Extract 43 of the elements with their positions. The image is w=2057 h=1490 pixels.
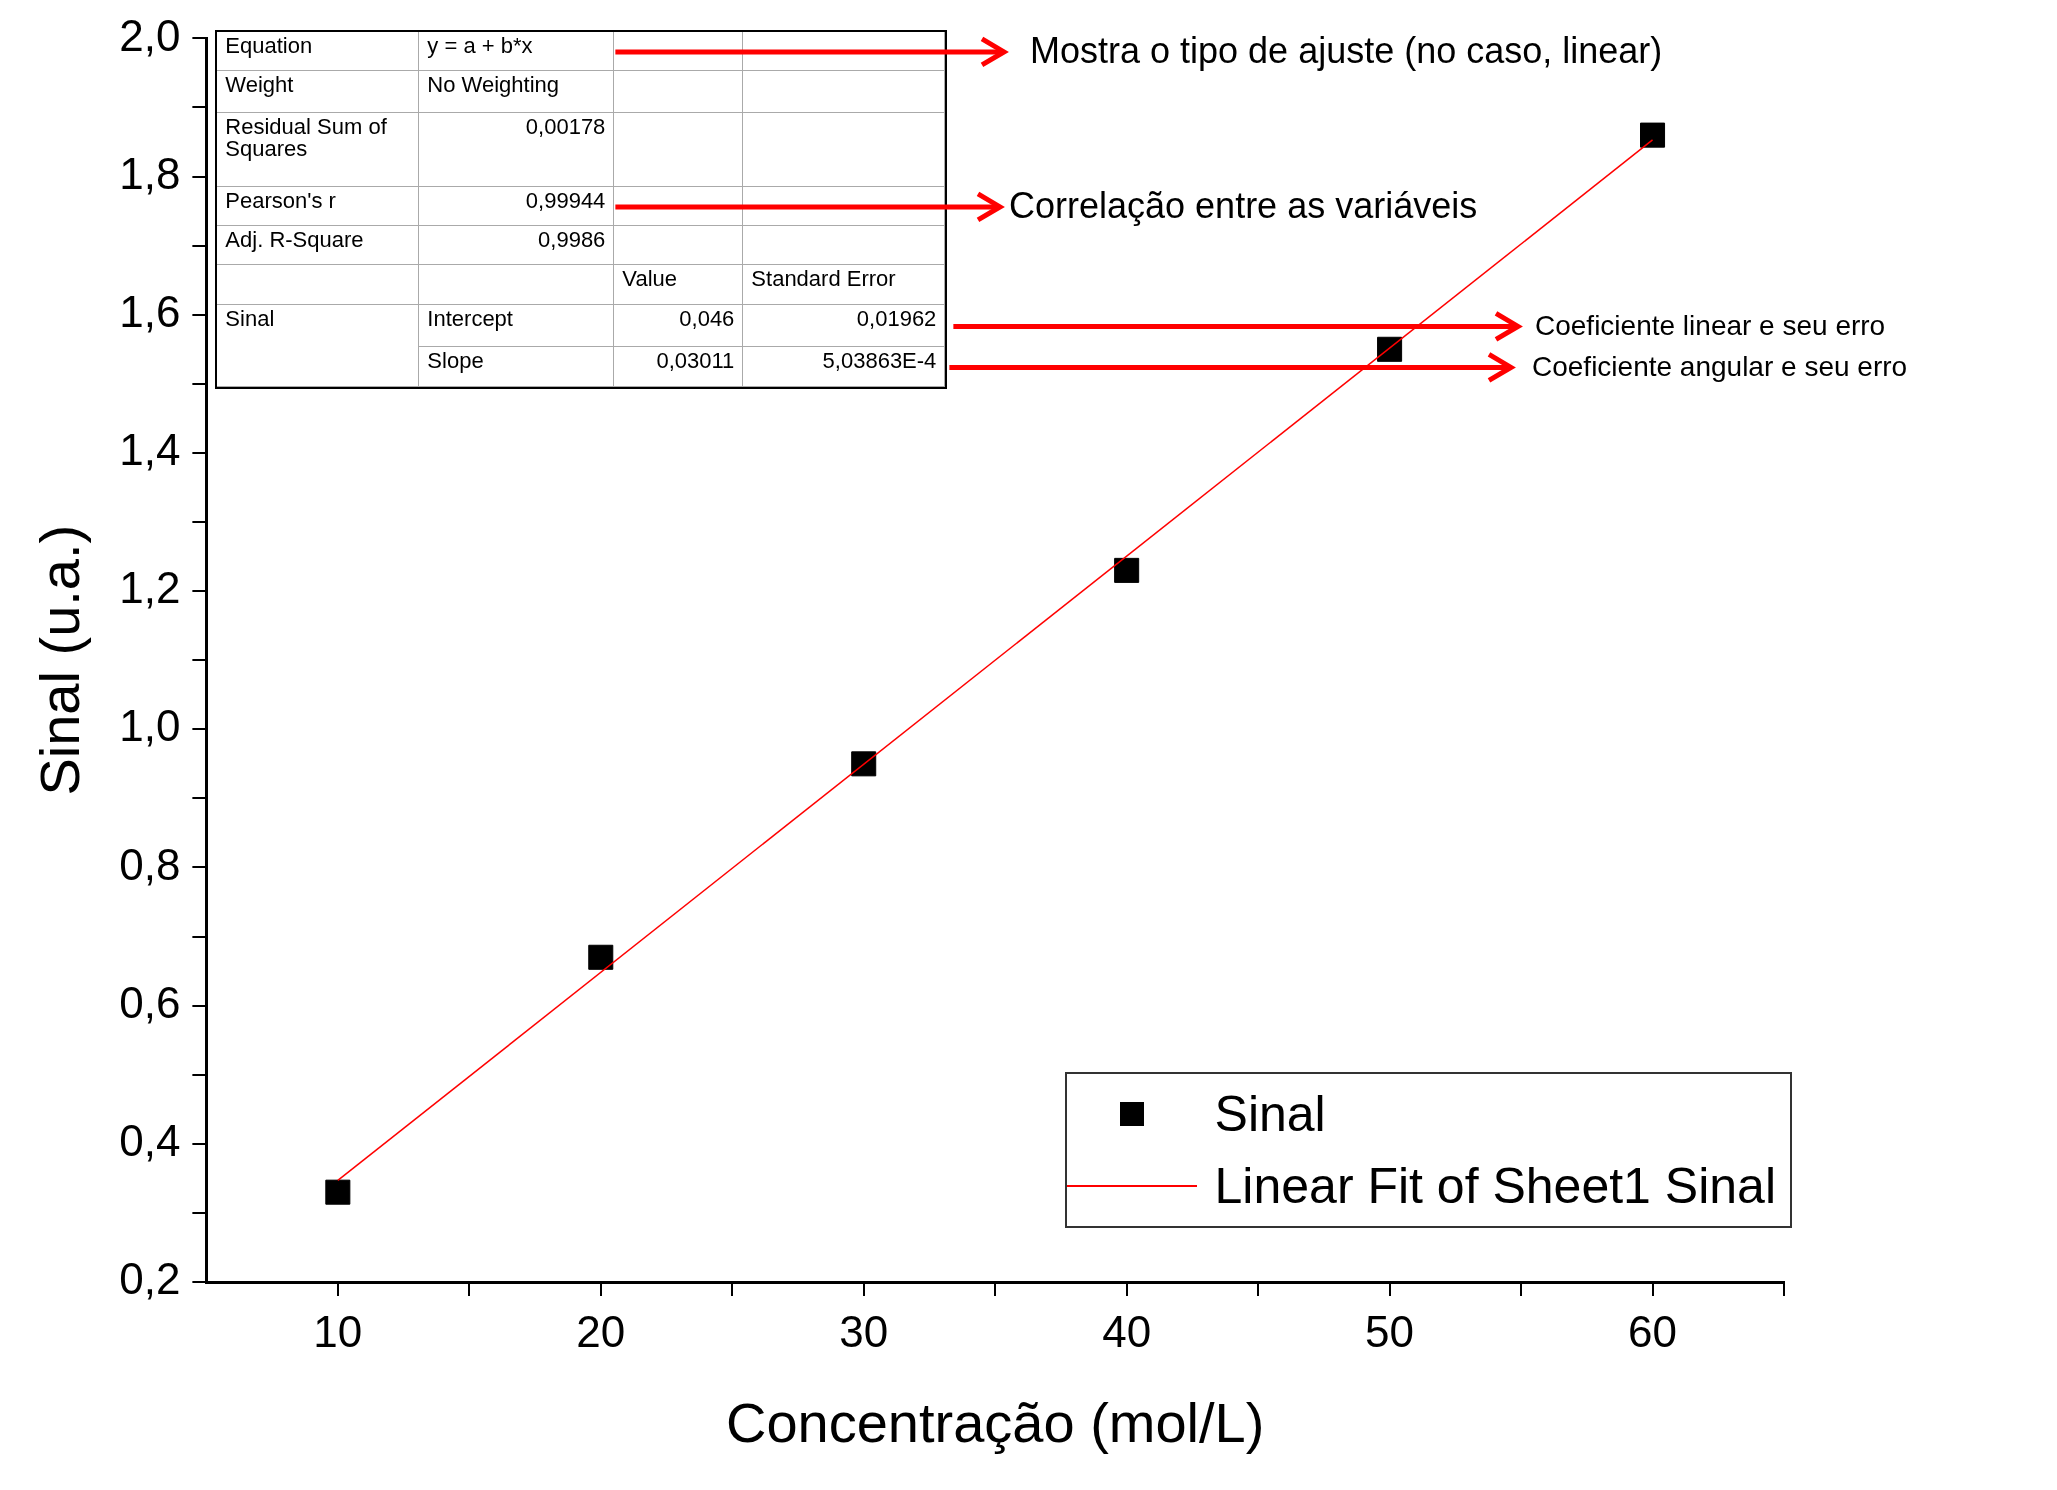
y-tick-label: 1,4 — [119, 425, 181, 475]
y-tick-label: 0,4 — [119, 1115, 181, 1165]
x-tick-label: 40 — [1102, 1306, 1152, 1356]
legend-label: Sinal — [1214, 1085, 1327, 1143]
y-tick-label: 0,8 — [119, 839, 181, 889]
y-tick-label: 0,6 — [119, 977, 181, 1027]
y-tick-label: 1,2 — [119, 563, 181, 613]
annotation: Coeficiente angular e seu erro — [1532, 350, 1908, 383]
y-axis-title: Sinal (u.a.) — [28, 524, 92, 796]
annotation: Intercept — [419, 305, 615, 348]
annotation: 0,046 — [614, 305, 744, 348]
x-tick-label: 30 — [839, 1306, 889, 1356]
annotation: Correlação entre as variáveis — [1009, 185, 1478, 228]
x-tick-label: 60 — [1628, 1306, 1678, 1356]
annotation: 0,99944 — [419, 187, 615, 227]
annotation: 0,00178 — [419, 113, 615, 188]
annotation: Weight — [217, 71, 420, 114]
annotation: Standard Error — [743, 265, 946, 306]
y-tick-label: 0,2 — [119, 1254, 181, 1304]
x-axis-title: Concentração (mol/L) — [725, 1390, 1265, 1454]
y-tick-label: 2,0 — [119, 10, 181, 60]
annotation: Equation — [217, 32, 420, 72]
annotation: 0,01962 — [743, 305, 946, 348]
annotation: Mostra o tipo de ajuste (no caso, linear) — [1030, 30, 1663, 73]
x-tick-label: 10 — [313, 1306, 363, 1356]
annotation: Pearson's r — [217, 187, 420, 227]
y-tick-label: 1,8 — [119, 148, 181, 198]
y-tick-label: 1,0 — [119, 701, 181, 751]
annotation: y = a + b*x — [419, 32, 615, 72]
annotation: 0,9986 — [419, 226, 615, 266]
annotation: Value — [614, 265, 744, 306]
annotation: Residual Sum of Squares — [217, 113, 420, 188]
y-tick-label: 1,6 — [119, 286, 181, 336]
annotation: Slope — [419, 347, 615, 388]
annotation: Sinal — [217, 305, 420, 388]
x-tick-label: 20 — [576, 1306, 626, 1356]
x-tick-label: 50 — [1365, 1306, 1415, 1356]
annotation: 5,03863E-4 — [743, 347, 946, 388]
annotation: No Weighting — [419, 71, 615, 114]
annotation: Adj. R-Square — [217, 226, 420, 266]
annotation: Coeficiente linear e seu erro — [1535, 309, 1886, 342]
legend-label: Linear Fit of Sheet1 Sinal — [1214, 1157, 1777, 1215]
annotation: 0,03011 — [614, 347, 744, 388]
